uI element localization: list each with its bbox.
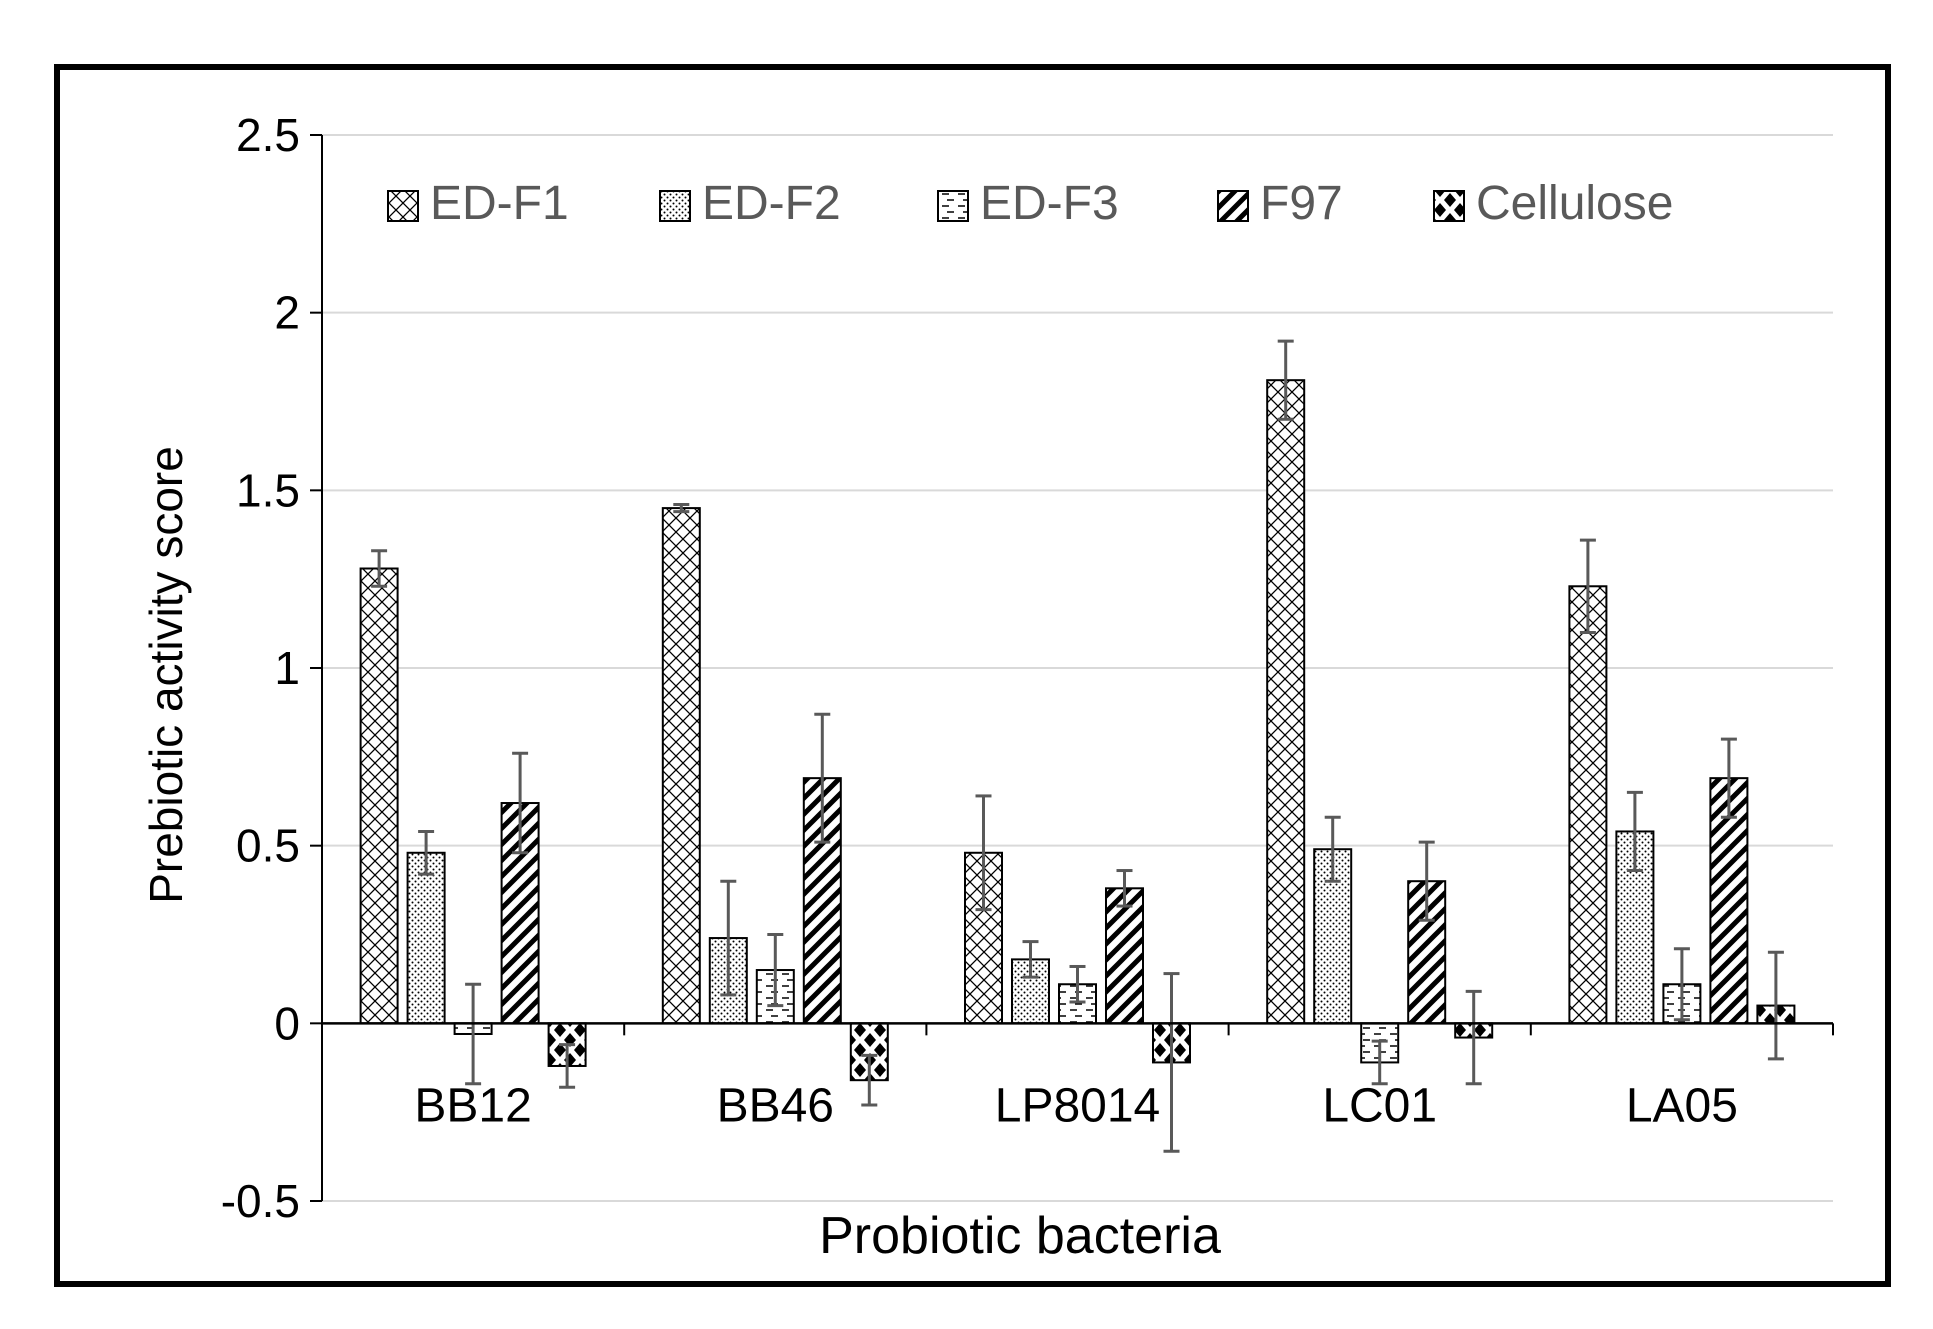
y-tick-label: 1.5 xyxy=(236,464,300,516)
y-tick-labels: -0.5 0 0.5 1 1.5 2 2.5 xyxy=(221,109,300,1227)
bar-ed-f1-la05 xyxy=(1568,585,1608,1025)
y-tick-label: 2.5 xyxy=(236,109,300,161)
x-category-label: LP8014 xyxy=(995,1079,1161,1132)
x-category-label: BB46 xyxy=(717,1079,834,1132)
x-category-label: BB12 xyxy=(414,1079,531,1132)
x-category-label: LA05 xyxy=(1626,1079,1738,1132)
legend-label-ed-f1: ED-F1 xyxy=(430,177,569,230)
legend-swatch-f97 xyxy=(1217,190,1249,222)
y-tick-label: -0.5 xyxy=(221,1175,300,1227)
x-category-labels: BB12 BB46 LP8014 LC01 LA05 xyxy=(414,1079,1738,1132)
x-category-label: LC01 xyxy=(1322,1079,1437,1132)
legend-label-ed-f3: ED-F3 xyxy=(980,177,1119,230)
y-axis-label: Prebiotic activity score xyxy=(140,446,192,904)
legend-swatch-cellulose xyxy=(1433,190,1465,222)
y-tick-label: 1 xyxy=(274,642,300,694)
bar-ed-f2-bb12 xyxy=(406,851,446,1025)
y-tick-label: 2 xyxy=(274,287,300,339)
bar-f97-lp8014 xyxy=(1105,887,1144,1025)
bar-ed-f1-bb12 xyxy=(359,567,399,1025)
legend: ED-F1 ED-F2 ED-F3 F97 Cellulose xyxy=(387,177,1673,230)
legend-swatch-ed-f2 xyxy=(659,190,691,222)
axes xyxy=(321,135,1834,1201)
legend-label-f97: F97 xyxy=(1260,177,1343,230)
legend-label-cellulose: Cellulose xyxy=(1476,177,1673,230)
chart-frame: -0.5 0 0.5 1 1.5 2 2.5 BB12 BB46 LP8014 LC01 LA05 … xyxy=(54,64,1891,1287)
bar-chart: -0.500.511.522.5 BB12 BB46 LP8014 LC01 LA05 … xyxy=(140,109,1834,1265)
y-tick-label: 0.5 xyxy=(236,820,300,872)
bar-ed-f1-bb46 xyxy=(661,507,701,1025)
x-axis-label: Probiotic bacteria xyxy=(819,1207,1221,1265)
bars xyxy=(359,339,1796,1153)
legend-swatch-ed-f3 xyxy=(937,190,969,222)
bar-f97-la05 xyxy=(1709,777,1749,1025)
y-tick-label: 0 xyxy=(274,997,300,1049)
legend-label-ed-f2: ED-F2 xyxy=(702,177,841,230)
legend-swatch-ed-f1 xyxy=(387,190,419,222)
bar-ed-f1-lc01 xyxy=(1266,379,1306,1025)
